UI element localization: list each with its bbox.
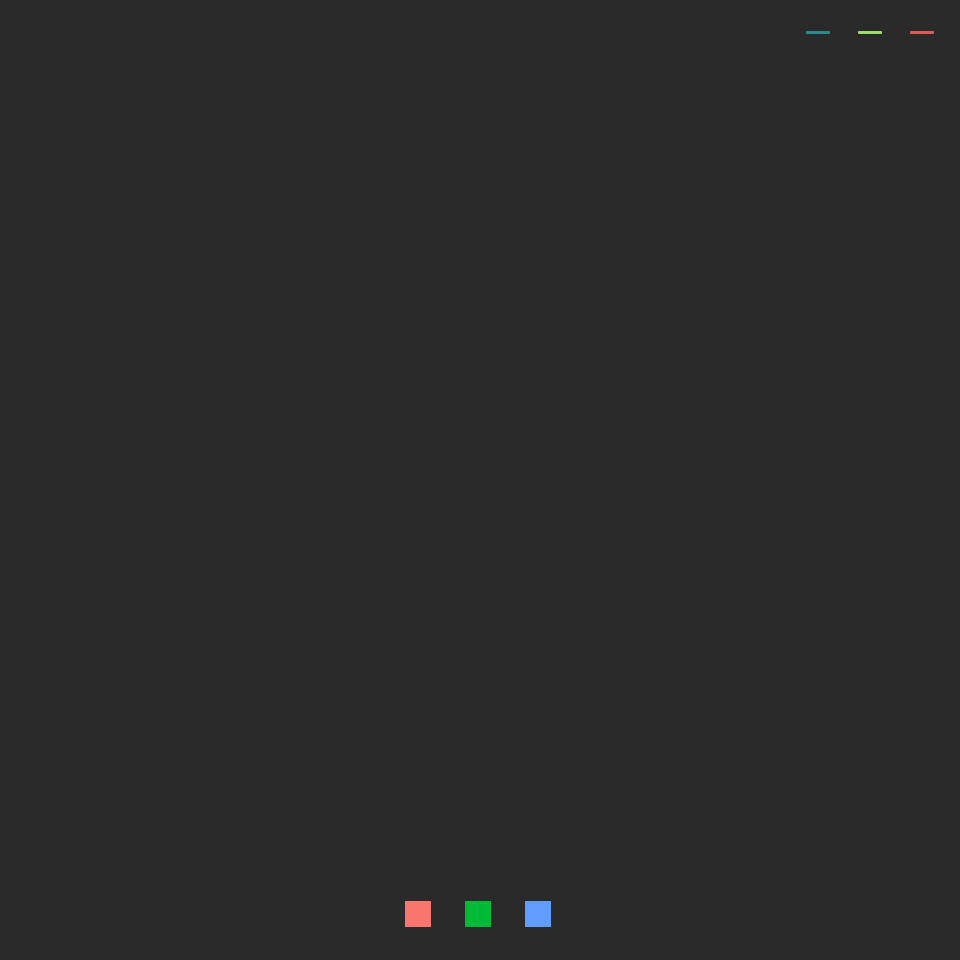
legend-swatch-140 — [910, 31, 934, 34]
volume-legend — [405, 901, 585, 927]
volume-legend-swatch-140 — [525, 901, 551, 927]
volume-legend-swatch-125 — [465, 901, 491, 927]
legend-swatch-125 — [858, 31, 882, 34]
legend-swatch-120 — [806, 31, 830, 34]
price-legend — [794, 31, 952, 34]
volume-legend-swatch-120 — [405, 901, 431, 927]
